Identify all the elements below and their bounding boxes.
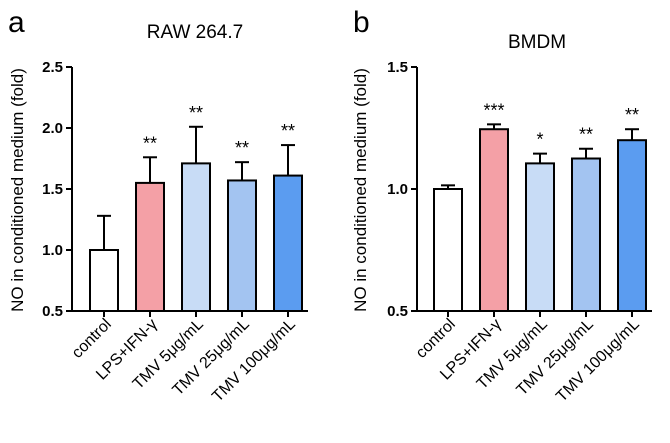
panel-b-bar	[525, 162, 555, 312]
panel-b-bar	[433, 188, 463, 312]
panel-a-y-axis-label: NO in conditioned medium (fold)	[8, 68, 27, 312]
panel-a-bar	[227, 179, 257, 312]
panel-a-significance-label: **	[143, 133, 157, 153]
panel-b-y-tick-label: 1.5	[387, 59, 408, 76]
panel-b-bar	[479, 128, 509, 312]
panel-a-y-tick-label: 2.5	[42, 59, 63, 76]
panel-a-significance-label: **	[189, 103, 203, 123]
panel-a-bar	[89, 249, 119, 312]
panel-b-x-tick-label: control	[413, 316, 459, 362]
panel-b-significance-label: ***	[483, 100, 504, 120]
panel-a-y-tick-label: 2.0	[42, 120, 63, 137]
panel-a-y-tick-label: 1.0	[42, 242, 63, 259]
panel-a-y-tick-label: 0.5	[42, 303, 63, 320]
panel-b-y-tick-label: 1.0	[387, 181, 408, 198]
panel-a-title: RAW 264.7	[147, 22, 243, 43]
panel-b-y-tick-label: 0.5	[387, 303, 408, 320]
panel-a: a RAW 264.7 NO in conditioned medium (fo…	[8, 6, 308, 405]
panel-a-letter: a	[8, 6, 25, 39]
panel-b-bar	[571, 157, 601, 312]
panel-b-title: BMDM	[508, 32, 566, 53]
panel-b-significance-label: **	[579, 125, 593, 145]
panel-b-x-tick-label: TMV 100μg/mL	[553, 316, 643, 406]
panel-a-x-tick-label: TMV 100μg/mL	[209, 316, 299, 406]
panel-b-significance-label: **	[625, 105, 639, 125]
panel-b-y-axis-label: NO in conditioned medium (fold)	[351, 68, 370, 312]
panel-b-significance-label: *	[536, 130, 543, 150]
panel-b: b BMDM NO in conditioned medium (fold) 0…	[351, 6, 652, 405]
panel-b-letter: b	[353, 6, 370, 39]
panel-a-bar	[181, 162, 211, 312]
panel-a-bar	[135, 181, 165, 312]
panel-a-significance-label: **	[281, 121, 295, 141]
panel-a-significance-label: **	[235, 138, 249, 158]
panel-a-y-tick-label: 1.5	[42, 181, 63, 198]
panel-a-x-tick-label: control	[69, 316, 115, 362]
panel-b-bar	[617, 139, 647, 312]
panel-a-bar	[273, 174, 303, 312]
